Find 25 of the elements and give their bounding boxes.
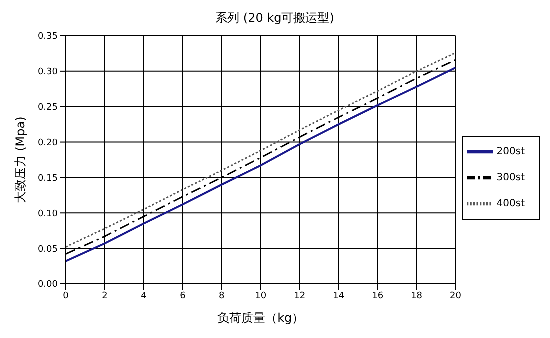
legend-label: 200st bbox=[496, 146, 525, 158]
x-tick-label: 8 bbox=[219, 291, 226, 302]
y-tick-label: 0.15 bbox=[38, 174, 58, 184]
y-tick-label: 0.25 bbox=[38, 103, 58, 114]
y-tick-label: 0.35 bbox=[38, 32, 58, 42]
x-tick-label: 6 bbox=[180, 291, 186, 302]
x-tick-label: 2 bbox=[102, 291, 108, 302]
y-tick-label: 0.30 bbox=[38, 68, 58, 78]
x-tick-label: 10 bbox=[255, 291, 267, 302]
x-tick-label: 4 bbox=[141, 291, 148, 302]
y-axis-title: 大致压力 (Mpa) bbox=[13, 116, 28, 204]
x-tick-label: 18 bbox=[411, 291, 423, 302]
x-tick-label: 16 bbox=[372, 291, 384, 302]
y-tick-label: 0.10 bbox=[38, 209, 58, 220]
legend-label: 400st bbox=[496, 198, 525, 210]
chart-title: 系列 (20 kg可搬运型) bbox=[214, 10, 336, 27]
y-tick-label: 0.20 bbox=[38, 138, 58, 148]
x-tick-label: 0 bbox=[63, 291, 70, 302]
x-tick-label: 20 bbox=[450, 291, 462, 302]
x-axis-title: 负荷质量（kg） bbox=[218, 311, 304, 325]
x-tick-label: 14 bbox=[333, 291, 345, 302]
x-tick-label: 12 bbox=[294, 291, 306, 302]
legend-label: 300st bbox=[496, 172, 525, 184]
y-tick-label: 0.00 bbox=[38, 280, 58, 290]
y-tick-label: 0.05 bbox=[38, 244, 58, 255]
